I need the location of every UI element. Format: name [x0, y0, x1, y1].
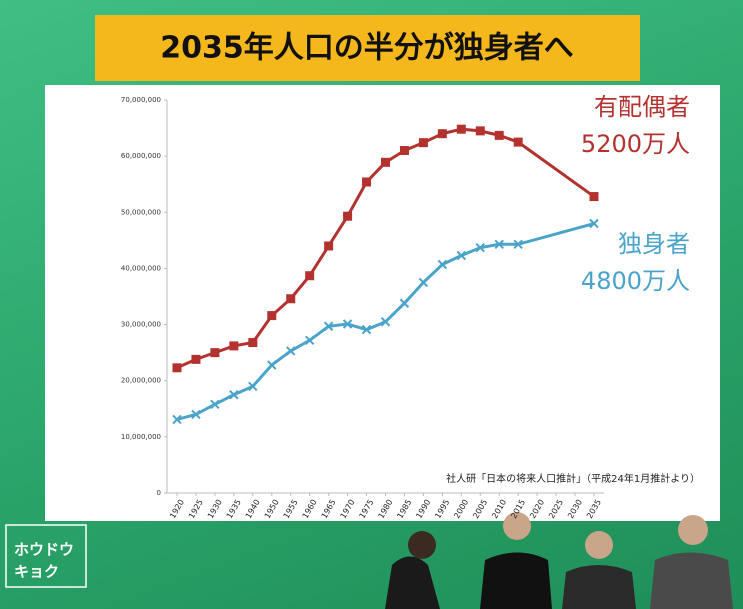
data-point [381, 157, 390, 167]
data-point [343, 211, 353, 221]
data-point [589, 192, 599, 202]
data-point [494, 130, 504, 140]
data-point [475, 126, 485, 136]
data-point [418, 277, 429, 288]
y-tick-label: 50,000,000 [121, 208, 161, 216]
data-point [475, 242, 485, 253]
chart-title: 2035年人口の半分が独身者へ [160, 31, 574, 66]
legend-label: 独身者 [618, 230, 690, 258]
data-point [191, 409, 201, 420]
data-point [210, 399, 220, 410]
y-tick-label: 70,000,000 [121, 96, 161, 104]
data-point [323, 321, 334, 331]
data-point [286, 346, 296, 356]
data-point [589, 218, 599, 229]
data-point [362, 177, 372, 187]
data-point [248, 338, 258, 348]
data-point [380, 317, 391, 327]
y-tick-label: 20,000,000 [121, 377, 161, 385]
y-tick-label: 10,000,000 [121, 433, 161, 441]
data-point [342, 319, 353, 329]
data-point [267, 311, 277, 321]
annotation: 4800万人 [581, 267, 690, 295]
data-point [437, 259, 448, 270]
data-point [229, 390, 239, 400]
data-point [494, 239, 504, 249]
data-point [399, 298, 410, 308]
title-banner [95, 15, 640, 81]
data-point [210, 348, 220, 358]
legend-label: 有配偶者 [594, 93, 690, 121]
data-point [229, 341, 239, 351]
data-point [305, 271, 315, 281]
data-point [324, 241, 334, 251]
logo-text: ホウドウ [14, 541, 74, 559]
data-point [456, 250, 467, 261]
data-point [267, 360, 277, 370]
data-point [513, 239, 523, 249]
source-note: 社人研「日本の将来人口推計」（平成24年1月推計より） [446, 472, 700, 485]
y-tick-label: 60,000,000 [121, 152, 161, 160]
data-point [191, 354, 201, 364]
data-point [172, 414, 182, 425]
logo-text: キョク [14, 563, 59, 581]
data-point [304, 335, 315, 345]
data-point [513, 137, 523, 147]
y-tick-label: 40,000,000 [121, 264, 161, 272]
data-point [172, 363, 182, 373]
y-tick-label: 30,000,000 [121, 321, 161, 329]
data-point [361, 324, 372, 335]
data-point [286, 294, 296, 304]
data-point [456, 124, 466, 134]
data-point [437, 129, 447, 139]
series-line [176, 222, 595, 421]
presenters [385, 512, 733, 609]
annotation: 5200万人 [581, 130, 690, 158]
y-tick-label: 0 [157, 489, 161, 497]
data-point [248, 381, 258, 392]
data-point [418, 138, 428, 148]
plot-background [45, 85, 720, 521]
logo-frame [5, 524, 87, 588]
data-point [399, 146, 409, 156]
